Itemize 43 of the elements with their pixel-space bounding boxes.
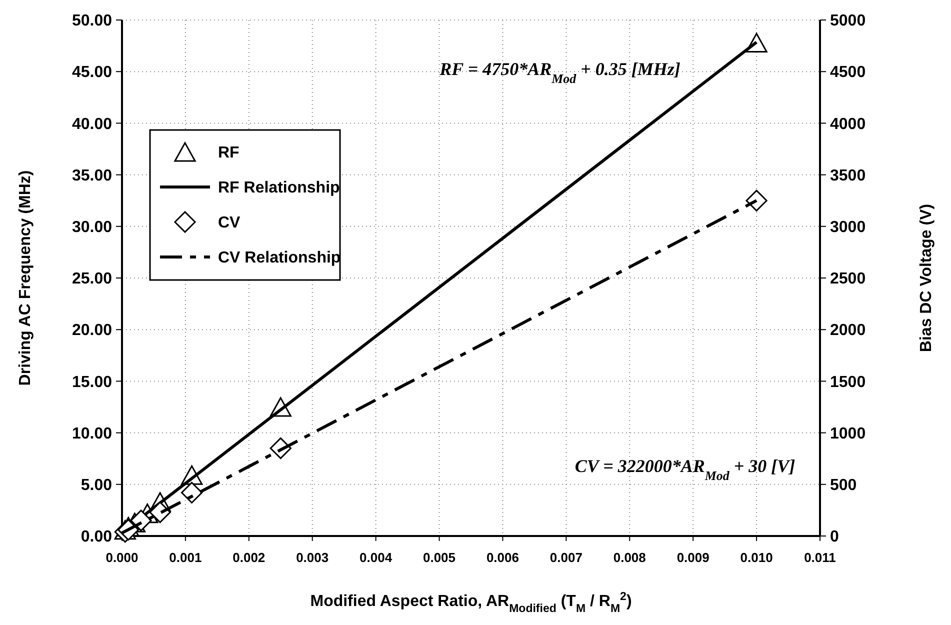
legend-label: RF: [218, 144, 240, 162]
x-tick-label: 0.011: [804, 550, 836, 565]
y-tick-label: 40.00: [72, 116, 112, 133]
y2-tick-label: 2500: [830, 270, 866, 288]
y-tick-label: 15.00: [72, 374, 112, 391]
y-tick-label: 25.00: [72, 270, 112, 288]
y2-tick-label: 500: [830, 477, 857, 494]
x-tick-label: 0.008: [613, 550, 646, 565]
annotation: RF = 4750*AR$_{Mod}$ + 0.35 [MHz]: [438, 59, 680, 86]
annotation: CV = 322000*AR$_{Mod}$ + 30 [V]: [574, 456, 796, 482]
x-tick-label: 0.000: [106, 550, 138, 565]
x-tick-label: 0.010: [740, 550, 773, 565]
x-tick-label: 0.004: [360, 550, 393, 565]
y-tick-label: 20.00: [72, 322, 112, 340]
x-tick-label: 0.005: [423, 550, 456, 565]
x-tick-label: 0.003: [296, 550, 329, 565]
y-tick-label: 30.00: [72, 219, 112, 236]
y2-tick-label: 4000: [830, 116, 866, 133]
x-tick-label: 0.001: [169, 550, 202, 565]
y-tick-label: 35.00: [72, 167, 112, 184]
y-tick-label: 50.00: [72, 12, 112, 30]
x-tick-label: 0.006: [486, 550, 519, 565]
y-tick-label: 5.00: [80, 477, 112, 494]
y2-tick-label: 5000: [830, 12, 866, 30]
x-tick-label: 0.007: [550, 550, 582, 565]
x-tick-label: 0.009: [676, 550, 710, 565]
y-tick-label: 10.00: [72, 425, 112, 442]
y2-tick-label: 1000: [830, 425, 866, 442]
y-tick-label: 45.00: [72, 64, 112, 82]
y2-tick-label: 3500: [830, 167, 866, 184]
y-axis-title: Driving AC Frequency (MHz): [17, 170, 34, 386]
legend-label: RF Relationship: [218, 180, 340, 197]
legend-label: CV: [218, 214, 241, 232]
y2-tick-label: 2000: [830, 322, 866, 340]
x-tick-label: 0.002: [232, 550, 266, 565]
x-axis-title: Modified Aspect Ratio, AR$_{Modified}$ (T$_{M}$ / R$_{M}$$^{2}$): [310, 591, 632, 615]
y2-axis-title: Bias DC Voltage (V): [918, 204, 935, 352]
y2-tick-label: 4500: [830, 64, 866, 82]
y2-tick-label: 0: [830, 528, 839, 546]
legend-label: CV Relationship: [218, 250, 341, 267]
y2-tick-label: 1500: [830, 374, 866, 391]
y-tick-label: 0.00: [80, 528, 112, 546]
y2-tick-label: 3000: [830, 219, 866, 236]
